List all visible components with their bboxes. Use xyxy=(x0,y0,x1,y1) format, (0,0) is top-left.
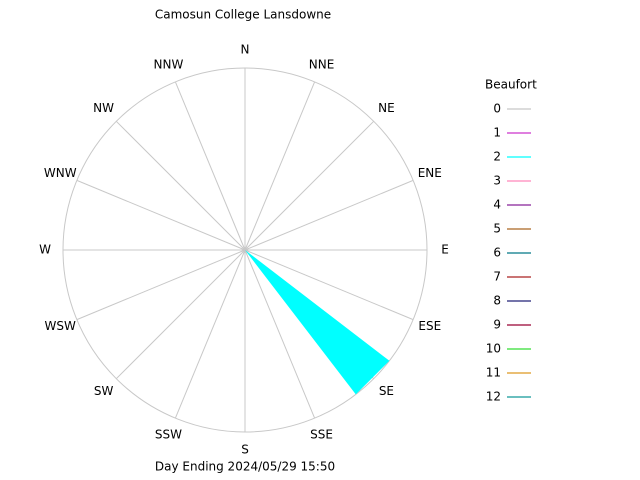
legend-label: 11 xyxy=(486,366,501,380)
legend-title: Beaufort xyxy=(485,78,537,92)
legend-label: 12 xyxy=(486,390,501,404)
chart-footer: Day Ending 2024/05/29 15:50 xyxy=(155,460,335,474)
direction-label: W xyxy=(39,243,51,257)
direction-label: SW xyxy=(94,384,114,398)
direction-label: NW xyxy=(93,101,114,115)
legend-label: 8 xyxy=(493,294,501,308)
legend-label: 1 xyxy=(493,126,501,140)
legend-label: 9 xyxy=(493,318,501,332)
legend-label: 3 xyxy=(493,174,501,188)
direction-label: SE xyxy=(379,384,394,398)
direction-label: SSW xyxy=(155,427,182,441)
spoke xyxy=(76,179,246,251)
direction-label: NNW xyxy=(154,58,184,72)
legend-label: 4 xyxy=(493,198,501,212)
direction-label: N xyxy=(241,43,250,57)
spoke xyxy=(244,81,316,251)
direction-label: SSE xyxy=(310,427,333,441)
chart-title: Camosun College Lansdowne xyxy=(155,8,331,22)
spoke xyxy=(244,249,316,419)
legend-label: 7 xyxy=(493,270,501,284)
spoke xyxy=(174,81,246,251)
spoke xyxy=(115,120,246,251)
direction-label: E xyxy=(441,243,449,257)
legend-label: 5 xyxy=(493,222,501,236)
legend-label: 6 xyxy=(493,246,501,260)
direction-label: ESE xyxy=(418,319,441,333)
direction-label: ENE xyxy=(418,166,442,180)
direction-label: WSW xyxy=(45,319,76,333)
rose-segment xyxy=(245,250,390,395)
direction-label: S xyxy=(241,443,249,457)
legend-label: 2 xyxy=(493,150,501,164)
spoke xyxy=(244,249,414,321)
direction-label: NE xyxy=(378,101,395,115)
legend-label: 0 xyxy=(493,102,501,116)
spoke xyxy=(115,249,246,380)
spoke xyxy=(174,249,246,419)
legend-label: 10 xyxy=(486,342,501,356)
spoke xyxy=(244,120,375,251)
spoke xyxy=(76,249,246,321)
spoke xyxy=(244,179,414,251)
direction-label: WNW xyxy=(44,166,77,180)
direction-label: NNE xyxy=(309,58,335,72)
